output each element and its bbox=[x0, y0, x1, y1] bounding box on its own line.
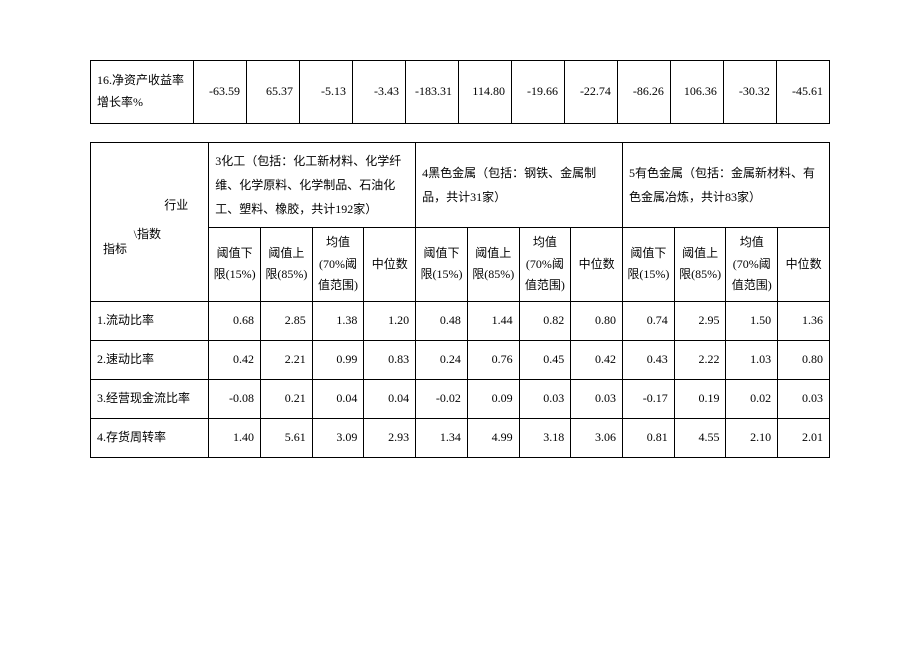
cell: 1.44 bbox=[467, 301, 519, 340]
cell: 0.74 bbox=[623, 301, 675, 340]
industry-metrics-table: 行业 \指数 指标 3化工（包括：化工新材料、化学纤维、化学原料、化学制品、石油… bbox=[90, 142, 830, 458]
cell: 0.24 bbox=[416, 340, 468, 379]
cell: -5.13 bbox=[300, 61, 353, 124]
cell: -63.59 bbox=[194, 61, 247, 124]
roe-growth-table: 16.净资产收益率增长率% -63.59 65.37 -5.13 -3.43 -… bbox=[90, 60, 830, 124]
subheader: 均值(70%阈值范围) bbox=[519, 228, 571, 302]
table-row: 16.净资产收益率增长率% -63.59 65.37 -5.13 -3.43 -… bbox=[91, 61, 830, 124]
cell: 0.83 bbox=[364, 340, 416, 379]
cell: 0.43 bbox=[623, 340, 675, 379]
cell: 0.19 bbox=[674, 379, 726, 418]
subheader: 阈值上 限(85%) bbox=[260, 228, 312, 302]
cell: 2.95 bbox=[674, 301, 726, 340]
cell: 4.55 bbox=[674, 418, 726, 457]
cell: 1.40 bbox=[209, 418, 261, 457]
cell: 3.18 bbox=[519, 418, 571, 457]
cell: 1.03 bbox=[726, 340, 778, 379]
cell: 1.38 bbox=[312, 301, 364, 340]
cell: -0.02 bbox=[416, 379, 468, 418]
cell: -22.74 bbox=[564, 61, 617, 124]
cell: 0.80 bbox=[778, 340, 830, 379]
cell: 65.37 bbox=[247, 61, 300, 124]
header-row: 行业 \指数 指标 3化工（包括：化工新材料、化学纤维、化学原料、化学制品、石油… bbox=[91, 143, 830, 228]
cell: -0.08 bbox=[209, 379, 261, 418]
cell: 2.10 bbox=[726, 418, 778, 457]
group-header-ferrous: 4黑色金属（包括：钢铁、金属制品，共计31家） bbox=[416, 143, 623, 228]
cell: 0.03 bbox=[519, 379, 571, 418]
cell: 3.09 bbox=[312, 418, 364, 457]
cell: 1.34 bbox=[416, 418, 468, 457]
subheader: 阈值下 限(15%) bbox=[416, 228, 468, 302]
cell: 114.80 bbox=[458, 61, 511, 124]
cell: 2.22 bbox=[674, 340, 726, 379]
cell: -3.43 bbox=[353, 61, 406, 124]
subheader: 中位数 bbox=[571, 228, 623, 302]
cell: 5.61 bbox=[260, 418, 312, 457]
cell: 2.21 bbox=[260, 340, 312, 379]
cell: 0.03 bbox=[778, 379, 830, 418]
diag-bot-label: 指标 bbox=[103, 239, 127, 261]
cell: 0.81 bbox=[623, 418, 675, 457]
cell: -19.66 bbox=[511, 61, 564, 124]
cell: -183.31 bbox=[406, 61, 459, 124]
metric-label: 2.速动比率 bbox=[91, 340, 209, 379]
cell: 0.04 bbox=[312, 379, 364, 418]
cell: 106.36 bbox=[670, 61, 723, 124]
cell: 0.21 bbox=[260, 379, 312, 418]
cell: 0.03 bbox=[571, 379, 623, 418]
cell: -45.61 bbox=[776, 61, 829, 124]
subheader: 中位数 bbox=[364, 228, 416, 302]
cell: 2.93 bbox=[364, 418, 416, 457]
diag-mid-label: \指数 bbox=[134, 224, 161, 246]
cell: 0.76 bbox=[467, 340, 519, 379]
metric-label: 3.经营现金流比率 bbox=[91, 379, 209, 418]
cell: 0.42 bbox=[209, 340, 261, 379]
cell: 3.06 bbox=[571, 418, 623, 457]
group-header-nonferrous: 5有色金属（包括：金属新材料、有色金属冶炼，共计83家） bbox=[623, 143, 830, 228]
cell: 0.48 bbox=[416, 301, 468, 340]
diag-top-label: 行业 bbox=[164, 195, 188, 217]
cell: 0.45 bbox=[519, 340, 571, 379]
subheader: 阈值上限(85%) bbox=[467, 228, 519, 302]
table-row: 4.存货周转率 1.40 5.61 3.09 2.93 1.34 4.99 3.… bbox=[91, 418, 830, 457]
subheader: 均值(70%阈值范围) bbox=[726, 228, 778, 302]
cell: -30.32 bbox=[723, 61, 776, 124]
cell: -86.26 bbox=[617, 61, 670, 124]
cell: 0.82 bbox=[519, 301, 571, 340]
cell: -0.17 bbox=[623, 379, 675, 418]
cell: 0.04 bbox=[364, 379, 416, 418]
cell: 0.80 bbox=[571, 301, 623, 340]
group-header-chemical: 3化工（包括：化工新材料、化学纤维、化学原料、化学制品、石油化工、塑料、橡胶，共… bbox=[209, 143, 416, 228]
cell: 2.01 bbox=[778, 418, 830, 457]
metric-label: 1.流动比率 bbox=[91, 301, 209, 340]
table-row: 3.经营现金流比率 -0.08 0.21 0.04 0.04 -0.02 0.0… bbox=[91, 379, 830, 418]
cell: 0.99 bbox=[312, 340, 364, 379]
diagonal-header: 行业 \指数 指标 bbox=[91, 143, 209, 302]
subheader: 阈值上限(85%) bbox=[674, 228, 726, 302]
table-row: 1.流动比率 0.68 2.85 1.38 1.20 0.48 1.44 0.8… bbox=[91, 301, 830, 340]
cell: 2.85 bbox=[260, 301, 312, 340]
cell: 0.68 bbox=[209, 301, 261, 340]
subheader: 阈值下限(15%) bbox=[623, 228, 675, 302]
subheader: 均值(70%阈值范围) bbox=[312, 228, 364, 302]
subheader: 中位数 bbox=[778, 228, 830, 302]
table-row: 2.速动比率 0.42 2.21 0.99 0.83 0.24 0.76 0.4… bbox=[91, 340, 830, 379]
metric-label: 4.存货周转率 bbox=[91, 418, 209, 457]
cell: 0.09 bbox=[467, 379, 519, 418]
cell: 1.36 bbox=[778, 301, 830, 340]
cell: 1.50 bbox=[726, 301, 778, 340]
cell: 4.99 bbox=[467, 418, 519, 457]
cell: 1.20 bbox=[364, 301, 416, 340]
cell: 0.42 bbox=[571, 340, 623, 379]
cell: 0.02 bbox=[726, 379, 778, 418]
subheader: 阈值下限(15%) bbox=[209, 228, 261, 302]
row-label: 16.净资产收益率增长率% bbox=[91, 61, 194, 124]
